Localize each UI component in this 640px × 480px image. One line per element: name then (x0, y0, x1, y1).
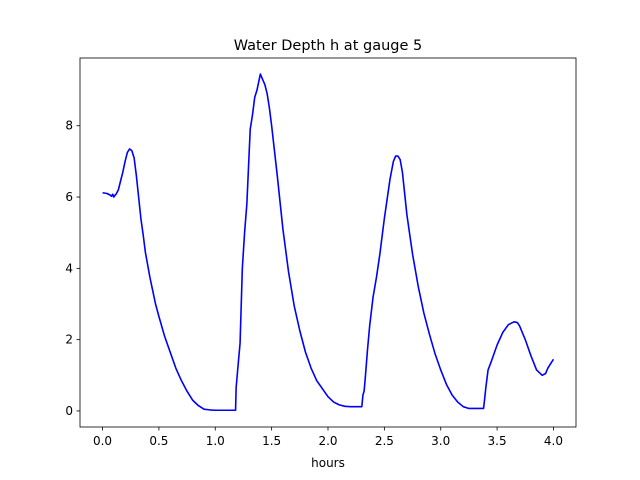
y-tick-label: 4 (65, 261, 73, 275)
x-axis-title: hours (311, 456, 345, 470)
y-tick-label: 8 (65, 119, 73, 133)
x-tick-label: 0.5 (149, 434, 168, 448)
chart-title: Water Depth h at gauge 5 (234, 38, 422, 54)
tick-layer: 0.0 0.5 1.0 1.5 2.0 2.5 3.0 3.5 4.0 0 2 4 6 8 (65, 119, 563, 448)
x-tick-label: 1.0 (206, 434, 225, 448)
y-tick-label: 2 (65, 333, 73, 347)
x-tick-label: 3.0 (431, 434, 450, 448)
x-tick-label: 1.5 (262, 434, 281, 448)
series-line-water-depth (102, 73, 555, 412)
x-tick-label: 3.5 (488, 434, 507, 448)
plot-layer (102, 73, 555, 412)
axes-frame (79, 57, 577, 428)
x-tick-label: 4.0 (544, 434, 563, 448)
x-tick-label: 2.5 (375, 434, 394, 448)
y-tick-label: 0 (65, 404, 73, 418)
x-tick-label: 0.0 (93, 434, 112, 448)
y-tick-label: 6 (65, 190, 73, 204)
x-tick-label: 2.0 (318, 434, 337, 448)
